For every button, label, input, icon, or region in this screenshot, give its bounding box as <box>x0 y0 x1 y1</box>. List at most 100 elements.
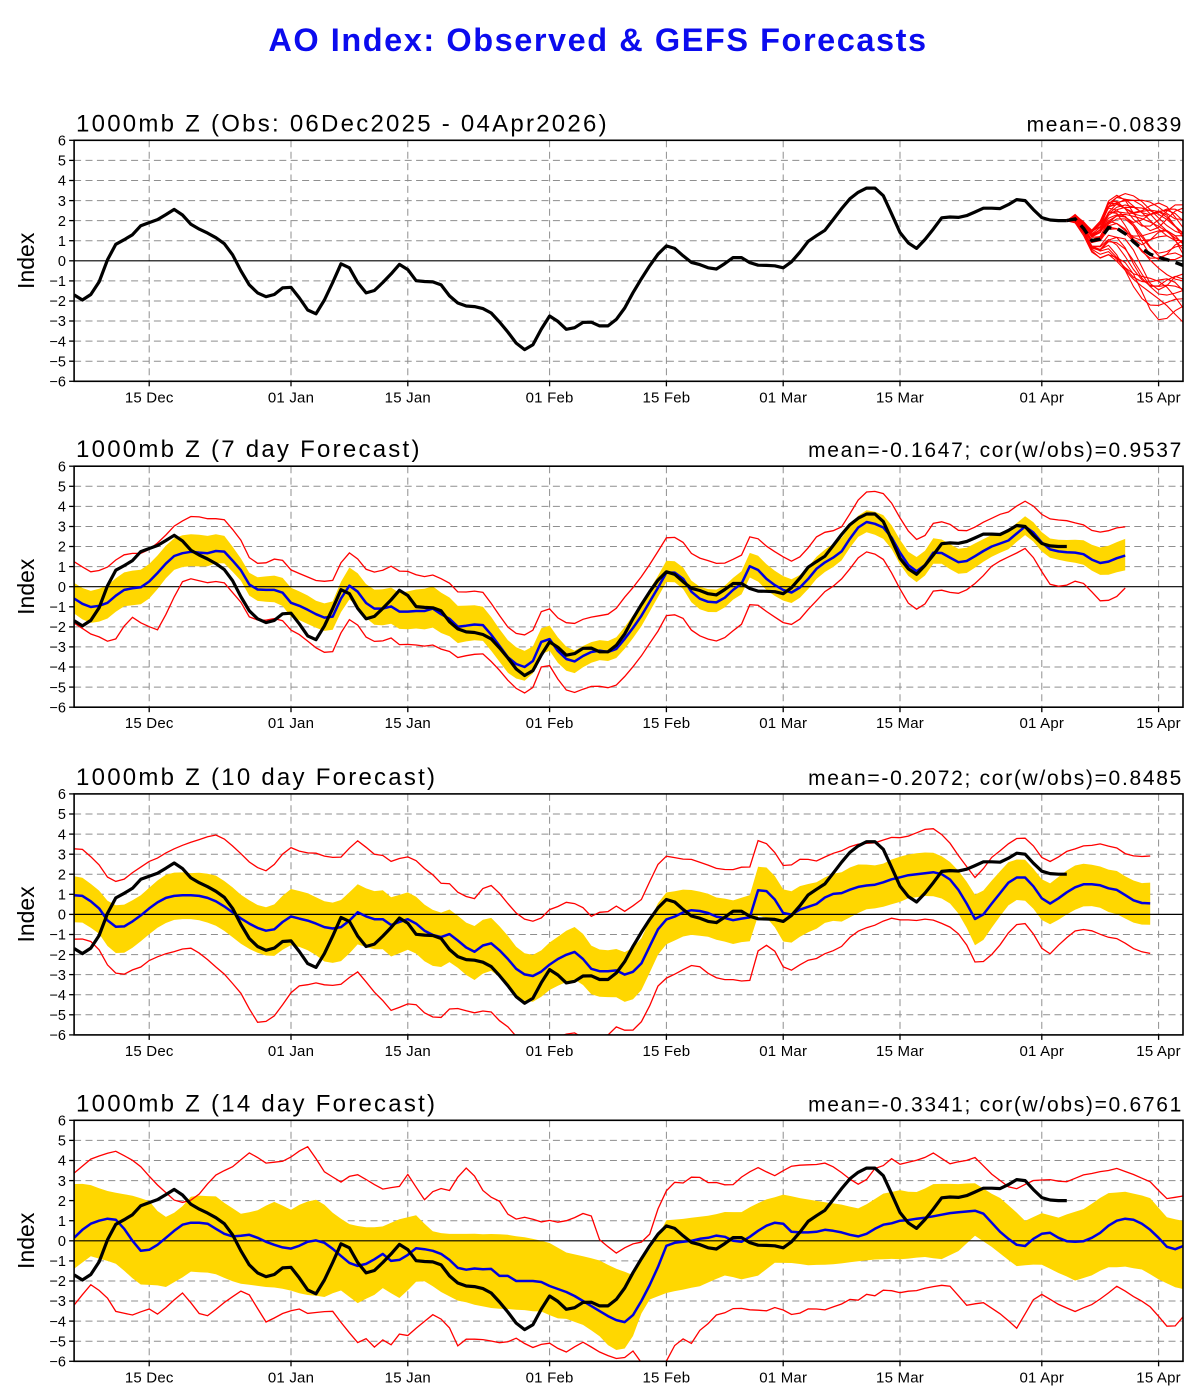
svg-text:−4: −4 <box>49 988 66 1004</box>
svg-text:01 Jan: 01 Jan <box>268 389 314 406</box>
svg-text:15 Jan: 15 Jan <box>385 1043 431 1060</box>
svg-text:6: 6 <box>58 787 66 803</box>
svg-text:Index: Index <box>13 558 39 615</box>
svg-text:15 Mar: 15 Mar <box>876 389 924 406</box>
svg-text:1000mb Z (Obs: 06Dec2025 - 04A: 1000mb Z (Obs: 06Dec2025 - 04Apr2026) <box>76 110 609 137</box>
svg-text:2: 2 <box>58 540 66 556</box>
svg-text:−6: −6 <box>49 375 66 391</box>
svg-text:−6: −6 <box>49 1355 66 1371</box>
svg-text:01 Mar: 01 Mar <box>759 1369 807 1386</box>
svg-text:4: 4 <box>58 500 66 516</box>
svg-text:15 Apr: 15 Apr <box>1136 389 1181 406</box>
svg-text:4: 4 <box>58 174 66 190</box>
svg-text:01 Jan: 01 Jan <box>268 1369 314 1386</box>
svg-text:01 Jan: 01 Jan <box>268 715 314 732</box>
svg-text:mean=-0.0839: mean=-0.0839 <box>1027 113 1183 136</box>
svg-text:15 Dec: 15 Dec <box>125 715 174 732</box>
svg-text:−1: −1 <box>49 600 66 616</box>
svg-text:2: 2 <box>58 867 66 883</box>
svg-text:15 Dec: 15 Dec <box>125 1369 174 1386</box>
svg-text:Index: Index <box>13 886 39 943</box>
svg-text:01 Jan: 01 Jan <box>268 1043 314 1060</box>
svg-text:1000mb Z (7 day Forecast): 1000mb Z (7 day Forecast) <box>76 436 422 463</box>
svg-text:0: 0 <box>58 1234 66 1250</box>
svg-text:−3: −3 <box>49 640 66 656</box>
svg-text:1: 1 <box>58 560 66 576</box>
svg-text:1: 1 <box>58 1214 66 1230</box>
svg-text:−3: −3 <box>49 1294 66 1310</box>
svg-text:3: 3 <box>58 1174 66 1190</box>
svg-text:15 Dec: 15 Dec <box>125 1043 174 1060</box>
svg-text:Index: Index <box>13 1212 39 1269</box>
svg-text:5: 5 <box>58 154 66 170</box>
svg-text:0: 0 <box>58 254 66 270</box>
svg-text:15 Apr: 15 Apr <box>1136 715 1181 732</box>
svg-text:01 Feb: 01 Feb <box>526 715 574 732</box>
svg-text:4: 4 <box>58 827 66 843</box>
svg-text:15 Feb: 15 Feb <box>642 1043 690 1060</box>
svg-text:01 Feb: 01 Feb <box>526 389 574 406</box>
svg-text:1000mb Z (14 day Forecast): 1000mb Z (14 day Forecast) <box>76 1090 437 1117</box>
svg-text:01 Feb: 01 Feb <box>526 1043 574 1060</box>
svg-text:15 Dec: 15 Dec <box>125 389 174 406</box>
svg-text:2: 2 <box>58 214 66 230</box>
svg-text:15 Feb: 15 Feb <box>642 1369 690 1386</box>
svg-text:1000mb Z (10 day Forecast): 1000mb Z (10 day Forecast) <box>76 764 437 791</box>
svg-text:01 Apr: 01 Apr <box>1020 389 1065 406</box>
svg-text:−6: −6 <box>49 1028 66 1044</box>
svg-text:01 Mar: 01 Mar <box>759 389 807 406</box>
svg-text:−1: −1 <box>49 928 66 944</box>
svg-text:1: 1 <box>58 888 66 904</box>
svg-text:−2: −2 <box>49 620 66 636</box>
svg-text:01 Apr: 01 Apr <box>1020 1043 1065 1060</box>
svg-text:15 Mar: 15 Mar <box>876 1369 924 1386</box>
svg-text:0: 0 <box>58 908 66 924</box>
svg-text:mean=-0.2072; cor(w/obs)=0.848: mean=-0.2072; cor(w/obs)=0.8485 <box>808 767 1183 790</box>
svg-text:01 Feb: 01 Feb <box>526 1369 574 1386</box>
svg-text:−5: −5 <box>49 354 66 370</box>
svg-text:−3: −3 <box>49 314 66 330</box>
svg-text:−5: −5 <box>49 1334 66 1350</box>
svg-text:15 Jan: 15 Jan <box>385 389 431 406</box>
svg-text:0: 0 <box>58 580 66 596</box>
svg-text:−1: −1 <box>49 274 66 290</box>
svg-text:3: 3 <box>58 520 66 536</box>
svg-text:1: 1 <box>58 234 66 250</box>
svg-text:01 Mar: 01 Mar <box>759 715 807 732</box>
svg-text:−4: −4 <box>49 1314 66 1330</box>
svg-text:−2: −2 <box>49 294 66 310</box>
svg-text:01 Mar: 01 Mar <box>759 1043 807 1060</box>
svg-text:4: 4 <box>58 1154 66 1170</box>
svg-text:mean=-0.3341; cor(w/obs)=0.676: mean=-0.3341; cor(w/obs)=0.6761 <box>808 1093 1183 1116</box>
svg-text:6: 6 <box>58 1114 66 1130</box>
svg-text:15 Mar: 15 Mar <box>876 715 924 732</box>
svg-text:2: 2 <box>58 1194 66 1210</box>
svg-text:−2: −2 <box>49 1274 66 1290</box>
svg-text:6: 6 <box>58 134 66 150</box>
svg-text:01 Apr: 01 Apr <box>1020 715 1065 732</box>
svg-text:15 Mar: 15 Mar <box>876 1043 924 1060</box>
svg-text:AO Index: Observed & GEFS Fore: AO Index: Observed & GEFS Forecasts <box>268 22 927 58</box>
svg-text:15 Feb: 15 Feb <box>642 389 690 406</box>
svg-text:15 Jan: 15 Jan <box>385 715 431 732</box>
svg-text:01 Apr: 01 Apr <box>1020 1369 1065 1386</box>
svg-text:5: 5 <box>58 807 66 823</box>
svg-text:−2: −2 <box>49 948 66 964</box>
svg-text:−5: −5 <box>49 680 66 696</box>
svg-text:3: 3 <box>58 194 66 210</box>
svg-text:−1: −1 <box>49 1254 66 1270</box>
svg-text:−4: −4 <box>49 334 66 350</box>
svg-text:15 Apr: 15 Apr <box>1136 1369 1181 1386</box>
svg-text:6: 6 <box>58 459 66 475</box>
svg-text:mean=-0.1647; cor(w/obs)=0.953: mean=-0.1647; cor(w/obs)=0.9537 <box>808 439 1183 462</box>
svg-text:5: 5 <box>58 1134 66 1150</box>
svg-text:Index: Index <box>13 232 39 289</box>
svg-text:−5: −5 <box>49 1008 66 1024</box>
svg-text:−3: −3 <box>49 968 66 984</box>
svg-text:15 Apr: 15 Apr <box>1136 1043 1181 1060</box>
svg-text:15 Jan: 15 Jan <box>385 1369 431 1386</box>
svg-text:15 Feb: 15 Feb <box>642 715 690 732</box>
svg-text:3: 3 <box>58 847 66 863</box>
svg-text:−6: −6 <box>49 700 66 716</box>
svg-text:5: 5 <box>58 480 66 496</box>
